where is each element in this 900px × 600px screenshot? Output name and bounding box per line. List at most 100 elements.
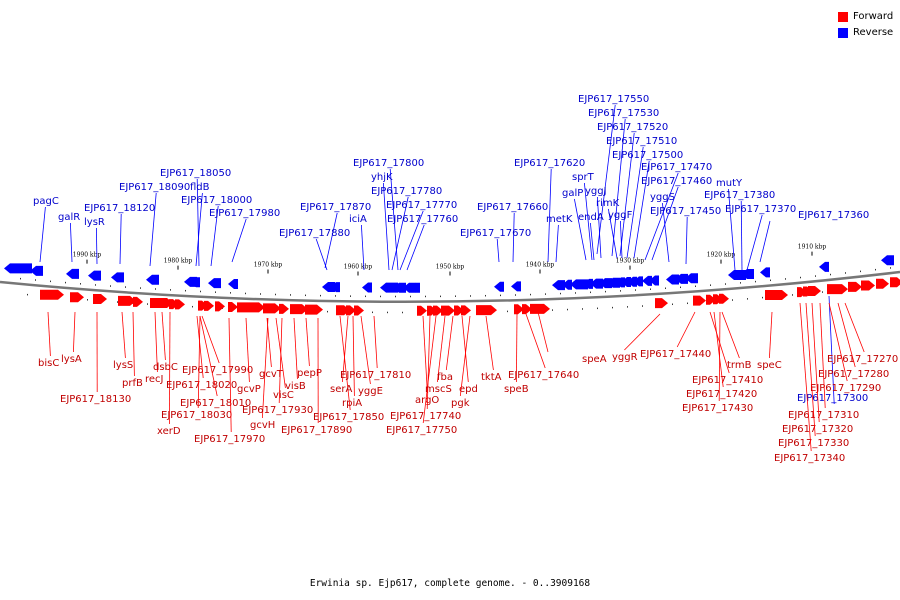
forward-gene-label: visC [273, 390, 294, 401]
reverse-gene-label: EJP617_17800 [353, 158, 424, 169]
forward-gene-label: yggR [612, 352, 638, 363]
gene-labels: EJP617_17550 EJP617_17530 EJP617_17520 EJP6… [33, 94, 898, 464]
tick-label: 1970 kbp [254, 262, 283, 269]
forward-gene-ejp617-17320: EJP617_17320 [782, 302, 853, 435]
forward-gene-ejp617-18130: EJP617_18130 [60, 311, 131, 405]
forward-gene-ejp617-17420: EJP617_17420 [686, 311, 757, 400]
reverse-gene-yggs: yggS [650, 192, 675, 263]
forward-gene-ejp617-17430: EJP617_17430 [682, 311, 753, 414]
forward-gene-label: EJP617_17750 [386, 425, 457, 436]
tick-label: 1930 kbp [616, 258, 645, 265]
reverse-gene-arrow [111, 272, 124, 283]
forward-gene-arrow [797, 287, 807, 298]
forward-gene-ejp617-17890: EJP617_17890 [281, 317, 352, 436]
reverse-gene-ejp617-18120: EJP617_18120 [84, 203, 155, 265]
forward-gene-epd: epd [459, 315, 478, 395]
reverse-gene-arrow [380, 282, 398, 293]
reverse-connector [547, 168, 552, 263]
reverse-connector [574, 198, 587, 261]
forward-gene-label: bisC [38, 358, 59, 369]
forward-gene-label: xerD [157, 426, 181, 437]
minor-tick-top [890, 267, 891, 269]
reverse-gene-ejp617-17370: EJP617_17370 [725, 204, 796, 271]
reverse-connector [149, 192, 157, 267]
forward-gene-label: EJP617_17340 [774, 453, 845, 464]
reverse-connector [619, 132, 635, 257]
forward-gene-arrow [719, 293, 729, 304]
forward-gene-pepp: pepP [297, 317, 322, 379]
reverse-connector [596, 104, 616, 255]
reverse-connector [39, 206, 46, 263]
minor-tick-bottom [822, 291, 823, 293]
forward-gene-label: EJP617_17290 [810, 383, 881, 394]
minor-tick-top [785, 278, 786, 280]
reverse-gene-rimk: rimK [596, 198, 620, 259]
reverse-gene-arrow [403, 282, 416, 293]
reverse-gene-ejp617-17670: EJP617_17670 [460, 228, 531, 263]
reverse-gene-arrow [552, 280, 565, 291]
reverse-gene-label: EJP617_17870 [300, 202, 371, 213]
minor-tick-bottom [192, 305, 193, 308]
reverse-gene-arrow [208, 278, 221, 289]
forward-gene-arrow [530, 303, 550, 314]
reverse-gene-label: mutY [716, 178, 743, 189]
forward-gene-arrow [417, 305, 427, 316]
reverse-gene-label: EJP617_17380 [704, 190, 775, 201]
forward-gene-label: lysS [113, 360, 133, 371]
legend-reverse: Reverse [838, 25, 900, 40]
reverse-gene-label: EJP617_17520 [597, 122, 668, 133]
forward-gene-label: gcvT [259, 369, 284, 380]
minor-tick-top [365, 295, 366, 298]
forward-connector [422, 315, 437, 424]
forward-gene-arrow [346, 305, 356, 316]
reverse-gene-metk: metK [546, 214, 573, 263]
forward-gene-arrow [441, 305, 455, 316]
forward-connector [278, 317, 283, 404]
forward-gene-speb: speB [504, 313, 529, 395]
reverse-gene-yggj: yggJ [585, 186, 607, 259]
minor-tick-top [485, 294, 486, 297]
forward-gene-ejp617-17990: EJP617_17990 [182, 315, 253, 376]
forward-gene-label: gcvP [237, 384, 261, 395]
forward-gene-label: speB [504, 384, 529, 395]
forward-gene-label: EJP617_17930 [242, 405, 313, 416]
forward-gene-label: EJP617_17270 [827, 354, 898, 365]
forward-gene-lyss: lysS [113, 311, 133, 371]
minor-tick-top [515, 294, 516, 296]
reverse-gene-arrow [649, 275, 659, 286]
reverse-gene-arrow [583, 278, 593, 289]
minor-tick-top [725, 283, 726, 285]
reverse-gene-label: EJP617_17980 [209, 208, 280, 219]
reverse-gene-label: EJP617_17550 [578, 94, 649, 105]
forward-gene-label: EJP617_18130 [60, 394, 131, 405]
forward-gene-ejp617-17340: EJP617_17340 [774, 302, 845, 464]
minor-tick-top [455, 295, 456, 297]
reverse-connector [651, 186, 679, 261]
reverse-gene-label: EJP617_17510 [606, 136, 677, 147]
forward-gene-ejp617-17750: EJP617_17750 [386, 315, 457, 436]
forward-connector [201, 315, 220, 364]
reverse-gene-ejp617-17360: EJP617_17360 [759, 210, 869, 263]
minor-tick-top [845, 272, 846, 274]
forward-gene-label: EJP617_18020 [166, 380, 237, 391]
reverse-gene-label: EJP617_17660 [477, 202, 548, 213]
reverse-connector [196, 178, 200, 267]
forward-connector [422, 315, 428, 394]
reverse-connector [759, 220, 771, 263]
reverse-gene-arrow [330, 282, 340, 293]
forward-gene-label: yggE [358, 386, 383, 397]
forward-gene-label: tktA [481, 372, 502, 383]
forward-gene-prfb: prfB [122, 311, 143, 389]
minor-tick-top [875, 268, 876, 271]
forward-connector [426, 315, 431, 410]
forward-connector [713, 311, 724, 388]
forward-gene-label: lysA [61, 354, 82, 365]
reverse-gene-ejp617-17870: EJP617_17870 [300, 202, 371, 269]
forward-gene-label: gcvH [250, 420, 275, 431]
reverse-gene-arrow [675, 273, 688, 284]
forward-gene-ejp617-17290: EJP617_17290 [810, 302, 881, 394]
forward-connector [132, 311, 135, 377]
reverse-gene-arrow [728, 270, 746, 281]
reverse-gene-ejp617-17620: EJP617_17620 [514, 158, 585, 263]
reverse-gene-arrow [570, 279, 588, 290]
